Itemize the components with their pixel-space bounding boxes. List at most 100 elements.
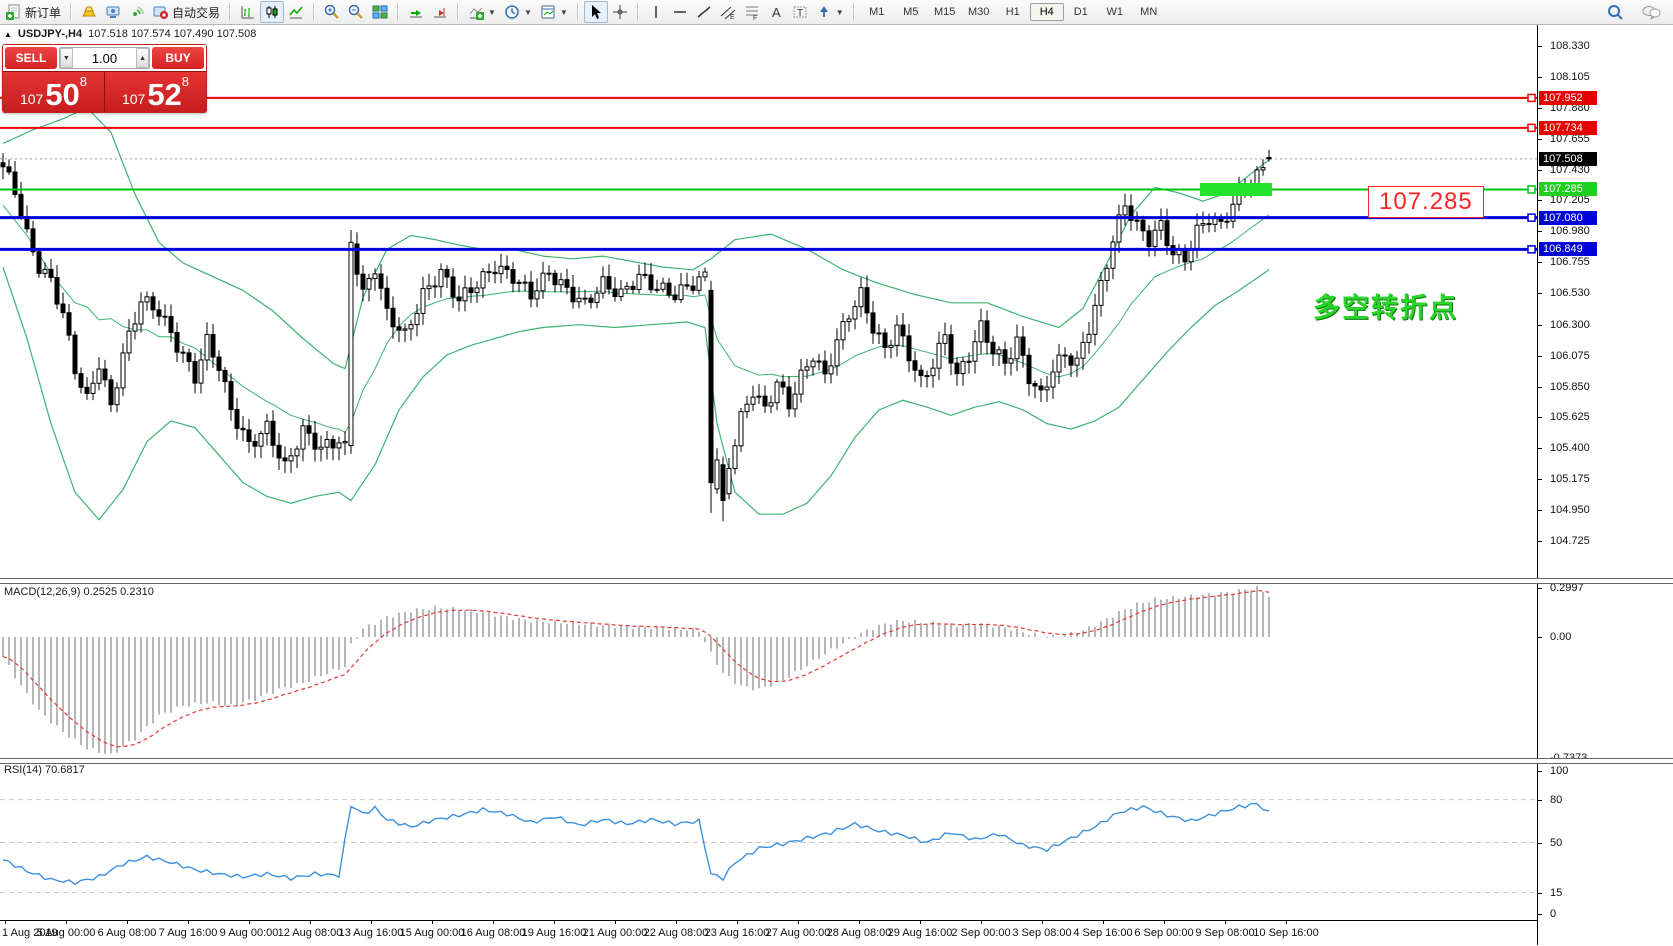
time-axis-label: 19 Aug 16:00 [521, 927, 587, 939]
indicators-button-dropdown[interactable]: ▼ [488, 7, 496, 17]
candle-body [360, 273, 366, 290]
candle-body [516, 281, 522, 284]
crosshair-icon [612, 4, 628, 20]
sell-price-button[interactable]: 107 50 8 [3, 72, 104, 112]
crosshair-button[interactable] [608, 1, 632, 23]
templates-button-dropdown[interactable]: ▼ [559, 7, 568, 17]
chart-shift-button[interactable] [428, 1, 452, 23]
volume-down-button[interactable]: ▼ [60, 48, 73, 68]
candle-body [642, 273, 648, 276]
timeframe-m5[interactable]: M5 [903, 6, 919, 18]
vertical-line-button[interactable] [644, 1, 668, 23]
level-line-anchor[interactable] [1527, 185, 1536, 194]
timeframe-m30[interactable]: M30 [968, 6, 990, 18]
zoom-in-button[interactable] [320, 1, 344, 23]
signals-button[interactable] [125, 1, 149, 23]
highlight-segment[interactable] [1200, 182, 1272, 196]
indicators-icon [468, 4, 485, 20]
timeframe-h4[interactable]: H4 [1029, 3, 1064, 21]
buy-button[interactable]: BUY [152, 47, 204, 69]
candle-body [84, 386, 90, 394]
candle-body [966, 360, 972, 363]
time-axis[interactable]: 1 Aug 2019 5 Aug 00:00 6 Aug 08:00 7 Aug 16… [0, 920, 1538, 946]
autoscroll-button[interactable] [404, 1, 428, 23]
autotrading-button[interactable]: 自动交易 [149, 1, 224, 23]
trendline-button[interactable] [692, 1, 716, 23]
symbol-ohlc: 107.518 107.574 107.490 107.508 [88, 28, 257, 40]
macd-axis-label: 0.2997 [1550, 581, 1584, 594]
volume-input[interactable] [72, 48, 137, 68]
cursor-button[interactable] [583, 1, 608, 23]
price-tick-label: 104.950 [1550, 504, 1590, 517]
autotrading-button-label: 自动交易 [172, 5, 221, 20]
candle-body [780, 381, 786, 388]
level-line-anchor[interactable] [1527, 245, 1536, 254]
level-line-anchor[interactable] [1527, 213, 1536, 222]
rsi-indicator-pane[interactable] [0, 762, 1538, 920]
candlestick-chart-button[interactable] [260, 1, 285, 23]
arrows-button-dropdown[interactable]: ▼ [835, 7, 844, 17]
horizontal-line-button[interactable] [668, 1, 692, 23]
time-axis-tick [859, 920, 860, 924]
fibonacci-button[interactable]: F [740, 1, 764, 23]
timeframe-mn[interactable]: MN [1140, 6, 1158, 18]
candle-body [1098, 279, 1104, 306]
candle-body [990, 341, 996, 355]
line-chart-icon [288, 4, 304, 20]
tile-windows-button[interactable] [368, 1, 392, 23]
candle-body [534, 290, 540, 300]
market-gold-button[interactable] [77, 1, 101, 23]
svg-text:T: T [797, 8, 803, 19]
candle-body [306, 425, 312, 434]
candle-body [1152, 229, 1158, 247]
equidistant-channel-button[interactable]: E [716, 1, 740, 23]
timeframe-m15[interactable]: M15 [934, 6, 956, 18]
main-price-chart[interactable] [0, 24, 1538, 578]
time-axis-tick [371, 920, 372, 924]
search-button[interactable] [1603, 1, 1628, 23]
chat-button[interactable] [1638, 1, 1665, 23]
community-button[interactable] [101, 1, 125, 23]
pane-separator-macd[interactable] [0, 578, 1673, 584]
new-order-button[interactable]: 新订单 [2, 1, 65, 23]
pane-separator-rsi[interactable] [0, 758, 1673, 764]
candle-body [918, 369, 924, 377]
level-callout-label[interactable]: 107.285 [1368, 186, 1484, 218]
timeframe-m1[interactable]: M1 [869, 6, 885, 18]
indicators-button[interactable]: ▼ [464, 1, 500, 23]
volume-up-button[interactable]: ▲ [136, 48, 149, 68]
bar-chart-button[interactable] [236, 1, 260, 23]
sell-button[interactable]: SELL [5, 47, 57, 69]
macd-indicator-pane[interactable] [0, 582, 1538, 758]
timeframe-d1[interactable]: D1 [1073, 6, 1088, 18]
candle-body [498, 265, 504, 275]
periods-button[interactable]: ▼ [500, 1, 536, 23]
timeframe-h1[interactable]: H1 [1005, 6, 1020, 18]
price-axis[interactable]: 108.330 108.105 107.880 107.655 107.430 107.2… [1537, 24, 1673, 945]
candle-body [762, 395, 768, 407]
level-line-anchor[interactable] [1527, 93, 1536, 103]
candle-body [210, 333, 216, 358]
timeframe-w1[interactable]: W1 [1106, 6, 1123, 18]
chart-window[interactable]: 1 Aug 2019 5 Aug 00:00 6 Aug 08:00 7 Aug 16… [0, 24, 1673, 946]
buy-price-button[interactable]: 107 52 8 [105, 72, 206, 112]
line-chart-button[interactable] [284, 1, 308, 23]
candle-body [144, 296, 150, 303]
templates-button[interactable]: ▼ [536, 1, 572, 23]
collapse-panel-icon[interactable]: ▲ [4, 29, 12, 39]
bollinger-band [2, 204, 1270, 434]
level-line-anchor[interactable] [1527, 123, 1536, 133]
time-axis-tick [1103, 920, 1104, 924]
time-axis-tick [1164, 920, 1165, 924]
periods-button-dropdown[interactable]: ▼ [523, 7, 532, 17]
toolbar-group-scroll [402, 0, 454, 24]
candle-body [138, 301, 144, 325]
annotation-text[interactable]: 多空转折点 [1313, 293, 1458, 323]
zoom-out-button[interactable] [344, 1, 368, 23]
text-label-button[interactable]: T [788, 1, 812, 23]
candle-body [318, 446, 324, 450]
arrows-button[interactable]: ▼ [812, 1, 848, 23]
price-tag-support-1: 107.080 [1539, 210, 1597, 225]
text-button[interactable]: A [764, 1, 788, 23]
toolbar-group-zoom [318, 0, 394, 24]
